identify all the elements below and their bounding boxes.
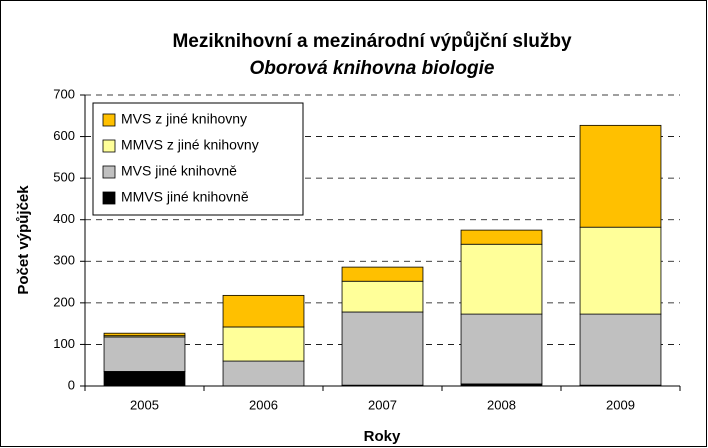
chart-title: Meziknihovní a mezinárodní výpůjční služ… [172, 31, 572, 52]
legend-label: MVS jiné knihovně [121, 163, 237, 179]
bar-segment [222, 294, 305, 328]
legend-box [92, 102, 304, 216]
y-axis-label: Počet výpůjček [15, 185, 32, 295]
bar-segment [579, 313, 662, 386]
bar-segment [222, 326, 305, 362]
x-axis-label: Roky [364, 428, 401, 445]
y-tick-label: 0 [68, 377, 75, 392]
y-tick-label: 600 [53, 128, 75, 143]
y-tick-label: 500 [53, 170, 75, 185]
bar-segment [460, 313, 543, 385]
legend-swatch [102, 139, 116, 153]
legend-label: MVS z jiné knihovny [121, 111, 247, 127]
legend-label: MMVS z jiné knihovny [121, 137, 259, 153]
chart-subtitle: Oborová knihovna biologie [250, 58, 495, 79]
bar-segment [341, 280, 424, 313]
x-tick-label: 2009 [606, 397, 635, 412]
bar-segment [103, 336, 186, 372]
y-tick-label: 100 [53, 336, 75, 351]
bar-segment [579, 226, 662, 315]
legend-swatch [102, 165, 116, 179]
bar-segment [341, 311, 424, 386]
bar-segment [103, 371, 186, 387]
y-tick-label: 700 [53, 86, 75, 101]
bar-segment [460, 229, 543, 245]
legend-swatch [102, 191, 116, 205]
legend-label: MMVS jiné knihovně [121, 189, 249, 205]
x-tick-label: 2005 [130, 397, 159, 412]
bar-segment [341, 266, 424, 282]
x-tick-label: 2007 [368, 397, 397, 412]
bar-segment [222, 360, 305, 387]
x-tick-label: 2006 [249, 397, 278, 412]
bar-segment [103, 332, 186, 337]
legend-swatch [102, 113, 116, 127]
y-tick-label: 200 [53, 294, 75, 309]
bar-segment [579, 124, 662, 228]
y-tick-label: 300 [53, 253, 75, 268]
bar-segment [460, 243, 543, 315]
x-tick-label: 2008 [487, 397, 516, 412]
y-tick-label: 400 [53, 211, 75, 226]
